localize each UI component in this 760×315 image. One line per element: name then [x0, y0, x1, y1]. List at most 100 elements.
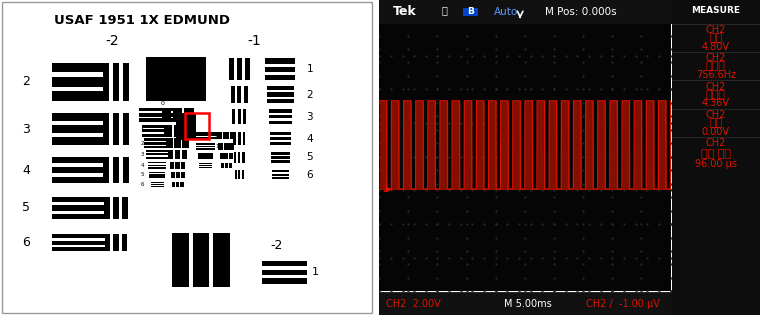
Bar: [195, 135, 217, 136]
Text: 최대: 최대: [709, 33, 723, 43]
Bar: [171, 172, 175, 178]
Bar: [144, 142, 169, 145]
Bar: [144, 138, 169, 141]
Bar: [148, 167, 166, 169]
Bar: [52, 91, 105, 101]
Bar: [173, 108, 182, 122]
Bar: [146, 57, 206, 101]
Bar: [261, 261, 306, 266]
Bar: [146, 157, 168, 159]
Bar: [271, 160, 290, 163]
Bar: [242, 132, 245, 145]
Text: 2: 2: [141, 141, 144, 146]
Bar: [268, 93, 293, 96]
Text: 3: 3: [141, 152, 144, 157]
Bar: [105, 234, 110, 251]
Bar: [237, 58, 242, 80]
Bar: [103, 157, 109, 183]
Bar: [233, 132, 236, 145]
Bar: [268, 99, 293, 103]
Bar: [271, 152, 290, 155]
Text: 1: 1: [141, 128, 144, 133]
Text: CH2  2.00V: CH2 2.00V: [386, 299, 441, 309]
Bar: [192, 233, 210, 287]
Bar: [149, 172, 165, 173]
Bar: [265, 58, 296, 64]
Text: USAF 1951 1X EDMUND: USAF 1951 1X EDMUND: [54, 14, 230, 27]
Bar: [149, 174, 165, 175]
Bar: [198, 153, 214, 155]
Bar: [196, 146, 215, 147]
Bar: [272, 174, 289, 176]
Text: 4: 4: [22, 163, 30, 177]
Bar: [184, 108, 194, 122]
Bar: [220, 153, 223, 159]
Text: CH2: CH2: [705, 25, 726, 35]
Text: 상승 시간: 상승 시간: [701, 149, 731, 159]
Bar: [52, 177, 105, 183]
Bar: [181, 162, 185, 169]
Bar: [182, 138, 189, 148]
Text: 5: 5: [22, 201, 30, 215]
Bar: [174, 138, 181, 148]
Bar: [175, 150, 180, 159]
Text: 3: 3: [22, 123, 30, 136]
Text: 6: 6: [22, 236, 30, 249]
Bar: [213, 233, 230, 287]
Bar: [113, 197, 119, 219]
Bar: [268, 86, 293, 90]
Bar: [225, 163, 228, 168]
Bar: [172, 233, 188, 287]
Bar: [123, 113, 129, 145]
Bar: [198, 157, 214, 159]
Bar: [122, 197, 128, 219]
Bar: [146, 153, 168, 155]
Bar: [150, 181, 163, 183]
Bar: [122, 234, 127, 251]
Bar: [270, 137, 291, 140]
Bar: [169, 162, 174, 169]
Bar: [176, 172, 179, 178]
Text: 2: 2: [382, 185, 388, 193]
Bar: [244, 86, 248, 103]
Text: 4.36V: 4.36V: [701, 98, 730, 108]
Text: 5: 5: [306, 152, 313, 163]
Bar: [195, 137, 217, 139]
Bar: [142, 125, 173, 128]
Bar: [229, 153, 233, 159]
Bar: [123, 63, 129, 101]
Bar: [166, 138, 173, 148]
Text: 1: 1: [215, 144, 219, 149]
Bar: [221, 163, 224, 168]
Bar: [142, 134, 173, 137]
Bar: [196, 148, 215, 150]
Text: Auto: Auto: [493, 7, 518, 17]
Bar: [113, 234, 119, 251]
Text: 0.00V: 0.00V: [701, 127, 730, 137]
Bar: [148, 164, 166, 166]
Bar: [270, 132, 291, 135]
Bar: [230, 132, 236, 139]
Bar: [272, 170, 289, 172]
Bar: [672, 0, 760, 315]
Bar: [182, 150, 187, 159]
Text: CH2: CH2: [705, 82, 726, 92]
Bar: [103, 63, 109, 101]
Bar: [265, 66, 296, 72]
Bar: [52, 241, 105, 244]
Text: 6: 6: [306, 170, 313, 180]
Bar: [238, 109, 241, 124]
Bar: [217, 132, 222, 139]
Bar: [231, 86, 235, 103]
Text: 4: 4: [306, 134, 313, 144]
Bar: [142, 129, 173, 132]
Bar: [243, 109, 246, 124]
Bar: [180, 181, 184, 187]
Bar: [168, 150, 173, 159]
Text: 최소: 최소: [709, 118, 723, 128]
Bar: [139, 113, 175, 117]
Bar: [150, 184, 163, 185]
Bar: [242, 152, 245, 163]
Text: 4.80V: 4.80V: [701, 42, 730, 52]
Text: CH2: CH2: [705, 138, 726, 148]
